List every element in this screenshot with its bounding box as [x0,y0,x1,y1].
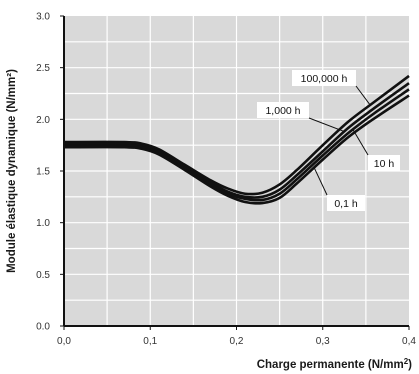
y-tick-label: 2.0 [36,115,50,126]
y-tick-label: 1.5 [36,167,50,178]
y-tick-labels: 0.0 0.5 1.0 1.5 2.0 2.5 3.0 [36,12,50,333]
series-line-10-h [63,88,410,202]
axes [60,15,410,330]
callout-label: 1,000 h [265,105,300,117]
callout-box [257,102,309,118]
callout-label: 0,1 h [334,198,358,210]
callout-label: 10 h [374,158,395,170]
x-tick-label: 0,2 [230,336,244,347]
callout-leader [352,129,369,156]
callout-label: 100,000 h [301,73,348,85]
callout-leader [313,167,328,196]
callout-box [292,70,356,86]
x-tick-label: 0,3 [316,336,330,347]
callout-box [327,195,365,211]
y-tick-label: 1.0 [36,218,50,229]
x-tick-label: 0,1 [143,336,157,347]
series-line-0-1-h [63,94,410,205]
series-callouts: 100,000 h 1,000 h 10 h 0,1 h [257,70,400,211]
series-line-100-000-h [63,74,410,196]
callout-leader [308,117,345,133]
callout-box [368,155,400,171]
x-tick-labels: 0,0 0,1 0,2 0,3 0,4 [57,336,416,347]
series-line-1-000-h [63,82,410,199]
x-axis-title: Charge permanente (N/mm2) [257,357,412,371]
x-tick-label: 0,4 [402,336,416,347]
y-tick-label: 3.0 [36,12,50,23]
y-axis-title: Module élastique dynamique (N/mm²) [6,69,18,273]
y-tick-label: 2.5 [36,63,50,74]
x-tick-label: 0,0 [57,336,71,347]
callout-leader [355,85,371,106]
y-tick-label: 0.0 [36,322,50,333]
grid [64,16,409,326]
series-lines [63,74,410,205]
y-tick-label: 0.5 [36,270,50,281]
